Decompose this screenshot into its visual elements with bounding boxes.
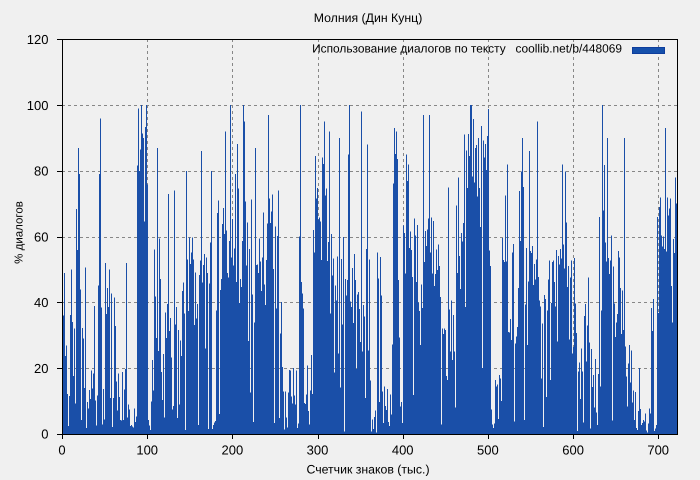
svg-text:Использование диалогов по текс: Использование диалогов по тексту coollib… [312, 41, 622, 55]
svg-text:700: 700 [647, 443, 669, 458]
svg-text:60: 60 [34, 229, 48, 244]
svg-text:0: 0 [58, 443, 65, 458]
svg-text:100: 100 [27, 98, 49, 113]
svg-text:Молния (Дин Кунц): Молния (Дин Кунц) [314, 11, 423, 25]
svg-text:200: 200 [222, 443, 244, 458]
svg-text:120: 120 [27, 32, 49, 47]
svg-text:600: 600 [562, 443, 584, 458]
svg-text:400: 400 [392, 443, 414, 458]
svg-text:500: 500 [477, 443, 499, 458]
svg-text:40: 40 [34, 295, 48, 310]
svg-text:80: 80 [34, 164, 48, 179]
svg-text:0: 0 [41, 427, 48, 442]
svg-text:20: 20 [34, 361, 48, 376]
svg-text:% диалогов: % диалогов [14, 201, 26, 264]
svg-text:Счетчик знаков (тыс.): Счетчик знаков (тыс.) [306, 463, 429, 477]
svg-text:100: 100 [136, 443, 158, 458]
svg-text:300: 300 [307, 443, 329, 458]
